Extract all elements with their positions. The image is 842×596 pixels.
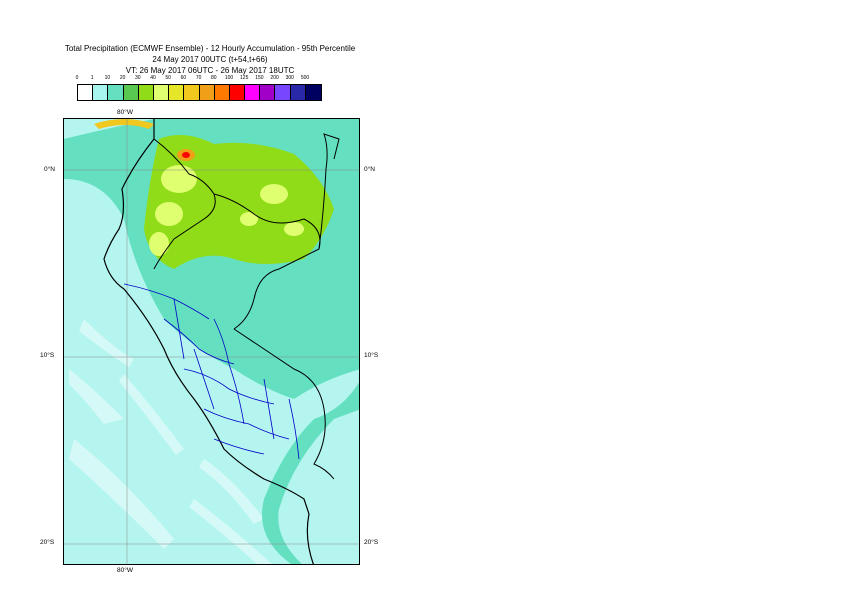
legend-threshold-label: 1 <box>90 75 94 81</box>
precipitation-legend <box>77 84 322 101</box>
legend-threshold-label: 500 <box>300 75 310 81</box>
legend-swatch <box>153 85 170 100</box>
lat-label-left-0: 0°N <box>44 166 55 173</box>
map-title-line1: Total Precipitation (ECMWF Ensemble) - 1… <box>64 44 356 53</box>
legend-swatch <box>123 85 139 100</box>
ocean-light-streaks <box>69 319 272 564</box>
lat-label-left-20s: 20°S <box>40 539 55 546</box>
rain-green-region <box>144 135 334 269</box>
legend-swatch <box>184 85 200 100</box>
legend-threshold-label: 20 <box>119 75 126 81</box>
legend-swatch <box>78 85 94 100</box>
rain-red-peak <box>182 152 190 158</box>
border-ecuador <box>153 138 216 270</box>
lat-label-left-10s: 10°S <box>40 352 55 359</box>
legend-swatch <box>108 85 124 100</box>
legend-threshold-label: 80 <box>211 75 217 81</box>
lon-label-bottom: 80°W <box>117 567 133 574</box>
legend-threshold-label: 50 <box>165 75 171 81</box>
legend-threshold-label: 70 <box>195 75 202 81</box>
lon-label-top: 80°W <box>117 109 133 116</box>
legend-threshold-label: 300 <box>285 75 294 81</box>
legend-swatch <box>169 85 185 100</box>
legend-threshold-label: 150 <box>255 75 264 81</box>
rain-arc-north <box>94 119 154 129</box>
legend-swatch <box>93 85 109 100</box>
legend-threshold-label: 60 <box>180 75 187 81</box>
legend-threshold-label: 30 <box>135 75 141 81</box>
legend-threshold-label: 10 <box>104 75 111 81</box>
map-title-line3: VT: 26 May 2017 06UTC - 26 May 2017 18UT… <box>125 66 295 75</box>
legend-swatch <box>138 85 154 100</box>
lat-label-right-20s: 20°S <box>364 539 379 546</box>
coastline <box>103 119 314 564</box>
legend-labels: 0 1 10 20 30 40 50 60 70 80 100 125 150 200 300 500 <box>0 75 842 85</box>
legend-swatch <box>275 85 291 100</box>
legend-swatch <box>305 85 321 100</box>
regional-borders <box>123 283 300 460</box>
map-canvas <box>64 119 359 564</box>
legend-threshold-label: 0 <box>75 75 79 81</box>
precipitation-map <box>63 118 360 565</box>
legend-swatch <box>260 85 276 100</box>
legend-swatch <box>229 85 246 100</box>
legend-threshold-label: 40 <box>150 75 156 81</box>
lat-label-right-0: 0°N <box>364 166 375 173</box>
legend-swatch <box>245 85 261 100</box>
lat-label-right-10s: 10°S <box>364 352 379 359</box>
legend-threshold-label: 100 <box>224 75 234 81</box>
rain-yellow-blobs <box>149 165 304 256</box>
border-peru-brazil <box>233 328 335 480</box>
legend-swatch <box>214 85 230 100</box>
map-title-line2: 24 May 2017 00UTC (t+54,t+66) <box>152 55 268 64</box>
legend-swatch <box>290 85 306 100</box>
border-colombia-brazil <box>318 133 340 250</box>
rain-teal-region-east <box>124 119 359 564</box>
legend-swatch <box>199 85 215 100</box>
legend-threshold-label: 125 <box>240 75 249 81</box>
legend-threshold-label: 200 <box>270 75 279 81</box>
